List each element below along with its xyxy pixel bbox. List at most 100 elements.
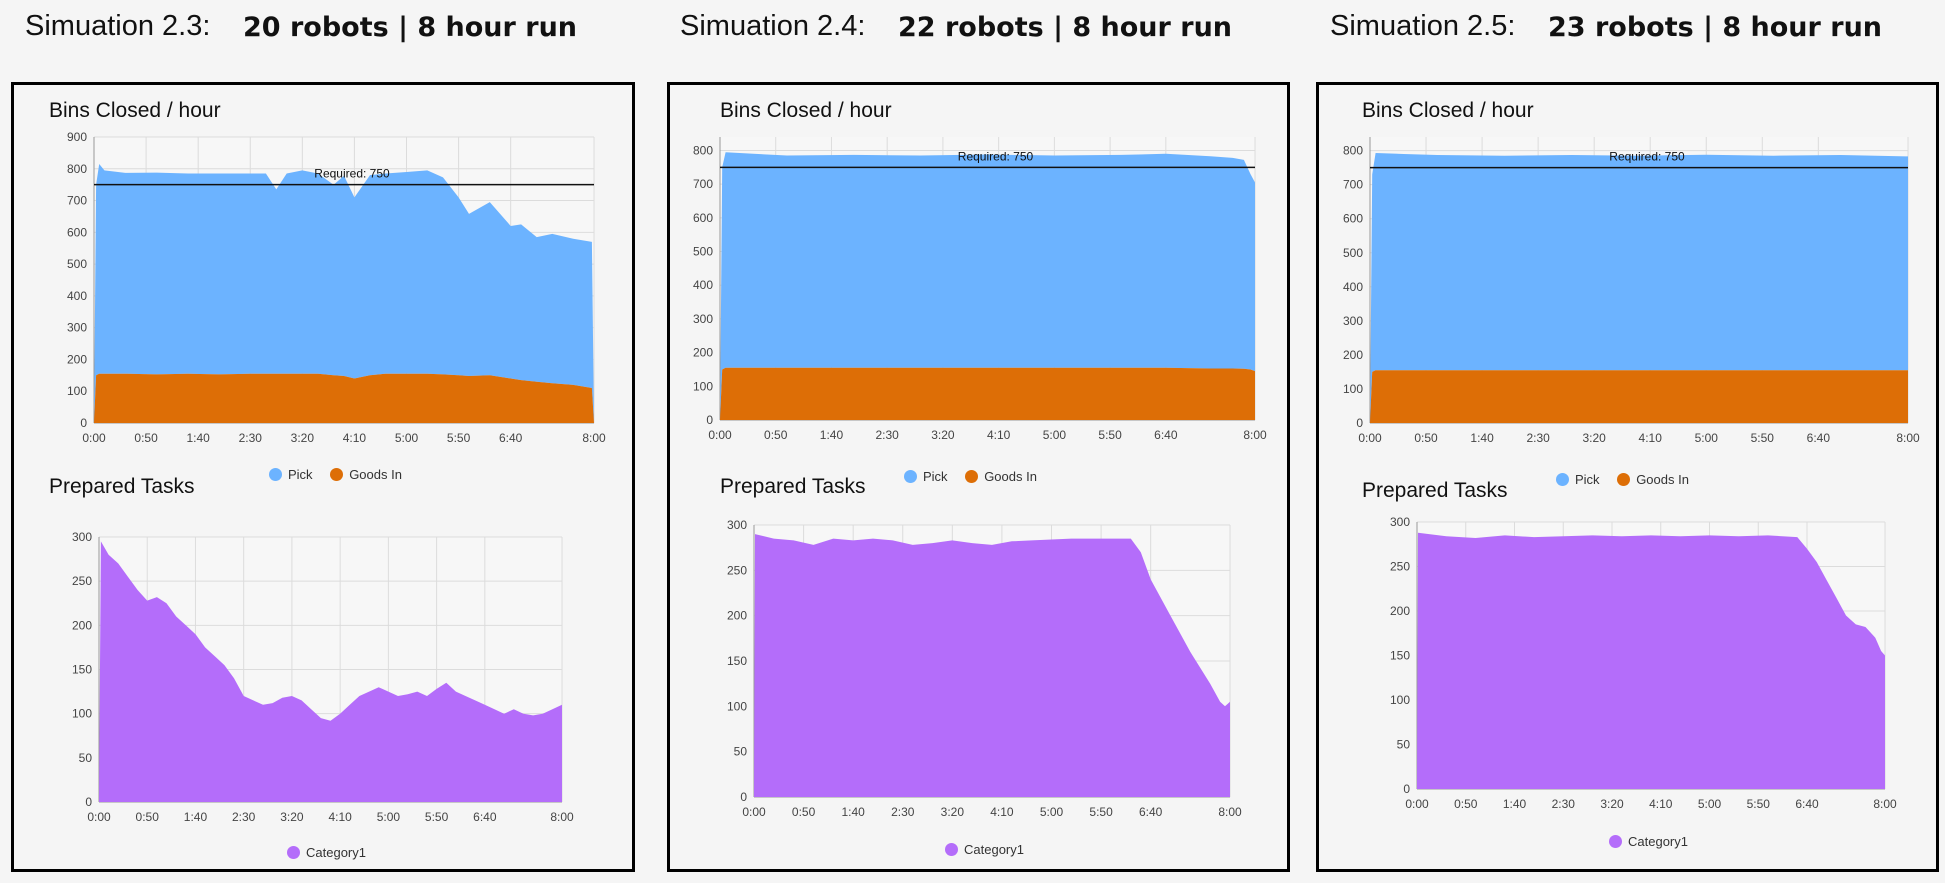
y-tick-label: 100 — [1390, 693, 1410, 707]
y-tick-label: 300 — [72, 530, 92, 544]
legend-item-pick[interactable]: Pick — [269, 467, 313, 482]
legend-item-goods-in[interactable]: Goods In — [965, 469, 1037, 484]
y-tick-label: 0 — [706, 413, 713, 427]
simulation-panel: Bins Closed / hour 0 100 200 300 400 500 600 70… — [1316, 82, 1939, 872]
y-tick-label: 100 — [727, 699, 747, 713]
x-tick-label: 4:10 — [990, 805, 1014, 819]
series-area-goods-in — [720, 367, 1255, 420]
required-label: Required: 750 — [1609, 150, 1685, 164]
required-label: Required: 750 — [958, 149, 1034, 163]
legend-label-category1: Category1 — [306, 845, 366, 860]
simulation-panel: Bins Closed / hour 0 100 200 300 400 500 600 70… — [667, 82, 1290, 872]
x-tick-label: 1:40 — [184, 810, 208, 824]
y-tick-label: 50 — [79, 751, 93, 765]
y-tick-label: 500 — [67, 257, 87, 271]
x-tick-label: 5:00 — [395, 431, 419, 445]
y-tick-label: 100 — [1343, 382, 1363, 396]
legend-label-goods-in: Goods In — [1636, 472, 1689, 487]
bins-closed-chart: 0 100 200 300 400 500 600 700 800 0:00 0:50 1:40 2:3… — [693, 137, 1267, 442]
y-tick-label: 0 — [740, 790, 747, 804]
y-tick-label: 700 — [693, 177, 713, 191]
x-tick-label: 0:50 — [134, 431, 158, 445]
x-tick-label: 3:20 — [1582, 431, 1606, 445]
x-tick-label: 0:00 — [708, 428, 732, 442]
x-tick-label: 6:40 — [1795, 797, 1819, 811]
prepared-tasks-chart: 0 50 100 150 200 250 300 0:00 0:50 1:40 2:30 3:20 4:… — [1390, 515, 1897, 811]
simulation-label: Simuation 2.4: — [680, 10, 866, 42]
x-tick-label: 2:30 — [1526, 431, 1550, 445]
x-tick-label: 5:00 — [1695, 431, 1719, 445]
y-tick-label: 0 — [1403, 782, 1410, 796]
x-tick-label: 4:10 — [987, 428, 1011, 442]
x-tick-label: 5:50 — [425, 810, 449, 824]
x-tick-label: 6:40 — [1139, 805, 1163, 819]
tasks-chart-legend: Category1 — [1609, 834, 1702, 849]
x-tick-label: 3:20 — [280, 810, 304, 824]
series-area-goods-in — [94, 373, 594, 423]
x-tick-label: 0:00 — [82, 431, 106, 445]
legend-item-category1[interactable]: Category1 — [1609, 834, 1688, 849]
x-tick-label: 6:40 — [1807, 431, 1831, 445]
x-tick-label: 0:00 — [742, 805, 766, 819]
bins-chart-legend: Pick Goods In — [1556, 472, 1703, 487]
x-tick-label: 8:00 — [1896, 431, 1920, 445]
y-tick-label: 400 — [1343, 280, 1363, 294]
y-tick-label: 300 — [67, 321, 87, 335]
y-tick-label: 250 — [1390, 560, 1410, 574]
x-tick-label: 5:50 — [1751, 431, 1775, 445]
bins-closed-chart: 0 100 200 300 400 500 600 700 800 0:00 0:50 1:40 2:3… — [1343, 137, 1920, 445]
x-tick-label: 0:00 — [87, 810, 111, 824]
x-tick-label: 5:00 — [377, 810, 401, 824]
y-tick-label: 700 — [67, 194, 87, 208]
prepared-tasks-chart: 0 50 100 150 200 250 300 0:00 0:50 1:40 2:30 3:20 4:… — [72, 530, 574, 824]
x-tick-label: 5:00 — [1698, 797, 1722, 811]
series-area-pick — [1370, 153, 1908, 423]
y-tick-label: 500 — [693, 245, 713, 259]
y-tick-label: 700 — [1343, 178, 1363, 192]
y-tick-label: 400 — [693, 278, 713, 292]
tasks-chart-title: Prepared Tasks — [49, 475, 195, 498]
simulation-panel: Bins Closed / hour 0 100 200 300 400 500 600 70… — [11, 82, 635, 872]
legend-item-pick[interactable]: Pick — [1556, 472, 1600, 487]
y-tick-label: 600 — [693, 211, 713, 225]
x-tick-label: 0:50 — [792, 805, 816, 819]
y-tick-label: 50 — [734, 745, 748, 759]
simulation-label: Simuation 2.5: — [1330, 10, 1516, 42]
x-tick-label: 8:00 — [1873, 797, 1897, 811]
legend-label-pick: Pick — [1575, 472, 1600, 487]
legend-label-pick: Pick — [288, 467, 313, 482]
x-tick-label: 1:40 — [820, 428, 844, 442]
x-tick-label: 8:00 — [1218, 805, 1242, 819]
y-tick-label: 800 — [67, 162, 87, 176]
x-tick-label: 5:50 — [1089, 805, 1113, 819]
tasks-chart-title: Prepared Tasks — [720, 475, 866, 498]
x-tick-label: 1:40 — [186, 431, 210, 445]
legend-item-category1[interactable]: Category1 — [945, 842, 1024, 857]
legend-swatch-category1 — [287, 846, 300, 859]
y-tick-label: 300 — [693, 312, 713, 326]
legend-label-category1: Category1 — [1628, 834, 1688, 849]
x-tick-label: 3:20 — [941, 805, 965, 819]
x-tick-label: 4:10 — [328, 810, 352, 824]
legend-swatch-category1 — [945, 843, 958, 856]
y-tick-label: 200 — [67, 352, 87, 366]
bins-closed-chart: 0 100 200 300 400 500 600 700 800 900 0:00 0:50 1:40… — [67, 130, 606, 445]
tasks-chart-legend: Category1 — [287, 845, 380, 860]
y-tick-label: 300 — [727, 518, 747, 532]
tasks-chart-legend: Category1 — [945, 842, 1038, 857]
prepared-tasks-chart: 0 50 100 150 200 250 300 0:00 0:50 1:40 2:30 3:20 4:… — [727, 518, 1242, 819]
y-tick-label: 500 — [1343, 246, 1363, 260]
required-label: Required: 750 — [314, 167, 390, 181]
x-tick-label: 6:40 — [473, 810, 497, 824]
y-tick-label: 200 — [693, 346, 713, 360]
legend-item-category1[interactable]: Category1 — [287, 845, 366, 860]
x-tick-label: 1:40 — [1503, 797, 1527, 811]
legend-item-pick[interactable]: Pick — [904, 469, 948, 484]
tasks-chart-title: Prepared Tasks — [1362, 479, 1508, 502]
y-tick-label: 100 — [72, 707, 92, 721]
bins-chart-title: Bins Closed / hour — [720, 99, 892, 122]
legend-item-goods-in[interactable]: Goods In — [1617, 472, 1689, 487]
y-tick-label: 200 — [72, 618, 92, 632]
legend-item-goods-in[interactable]: Goods In — [330, 467, 402, 482]
y-tick-label: 250 — [72, 574, 92, 588]
